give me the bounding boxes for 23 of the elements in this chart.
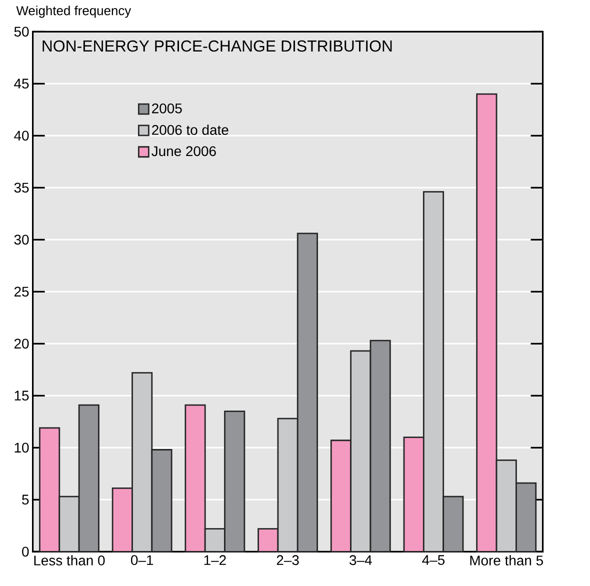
y-tick-label: 45 (14, 78, 29, 89)
y-tick-label: 30 (14, 234, 29, 245)
x-tick-label: 3–4 (350, 555, 372, 566)
x-tick-label: 2–3 (276, 555, 299, 566)
y-tick-label: 0 (22, 546, 29, 557)
y-tick-label: 5 (22, 494, 29, 505)
x-tick-label: More than 5 (470, 555, 543, 566)
y-axis-title: Weighted frequency (16, 6, 132, 18)
y-tick-label: 10 (14, 442, 29, 453)
y-tick-label: 25 (14, 286, 29, 297)
legend-label: June 2006 (152, 146, 216, 156)
x-tick-label: Less than 0 (34, 555, 105, 566)
y-tick-label: 20 (14, 338, 29, 349)
legend-label: 2005 (152, 103, 182, 114)
x-tick-label: 0–1 (130, 555, 154, 566)
y-tick-label: 15 (14, 390, 29, 401)
chart-title: NON-ENERGY PRICE-CHANGE DISTRIBUTION (42, 40, 392, 52)
legend-label: 2006 to date (152, 124, 228, 135)
y-tick-label: 35 (14, 182, 29, 193)
y-tick-label: 50 (14, 26, 29, 37)
y-tick-label: 40 (14, 130, 29, 141)
x-tick-label: 4–5 (422, 555, 445, 565)
x-tick-label: 1–2 (204, 555, 226, 565)
